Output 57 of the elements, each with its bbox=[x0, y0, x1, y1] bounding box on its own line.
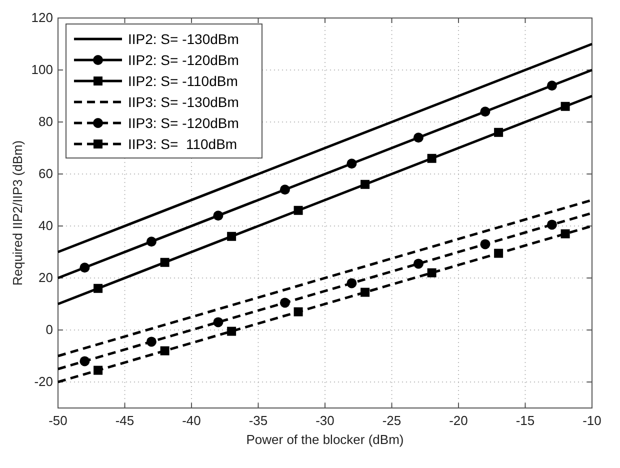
y-tick-label: 40 bbox=[38, 218, 53, 233]
x-tick-label: -20 bbox=[449, 413, 468, 428]
point bbox=[160, 346, 170, 356]
legend-label: IIP3: S= 110dBm bbox=[128, 136, 238, 152]
y-tick-label: 0 bbox=[46, 322, 53, 337]
point bbox=[360, 288, 370, 297]
point bbox=[146, 336, 156, 347]
point bbox=[427, 268, 436, 278]
point bbox=[146, 236, 156, 247]
point bbox=[227, 232, 236, 241]
point bbox=[413, 258, 424, 269]
point bbox=[80, 356, 90, 366]
y-tick-label: 80 bbox=[38, 114, 53, 129]
y-tick-label: -20 bbox=[34, 374, 53, 389]
y-tick-label: 100 bbox=[31, 62, 53, 77]
legend-label: IIP2: S= -130dBm bbox=[128, 31, 239, 47]
legend-label: IIP3: S= -130dBm bbox=[128, 94, 239, 110]
x-tick-label: -25 bbox=[382, 413, 402, 428]
point bbox=[160, 258, 170, 267]
x-tick-label: -45 bbox=[115, 413, 134, 428]
point bbox=[560, 102, 570, 111]
y-tick-label: 20 bbox=[38, 270, 53, 285]
point bbox=[480, 106, 490, 117]
x-tick-label: -30 bbox=[316, 413, 334, 428]
point bbox=[94, 284, 103, 293]
point bbox=[413, 132, 424, 143]
point bbox=[546, 220, 557, 230]
point bbox=[480, 239, 490, 250]
x-tick-label: -50 bbox=[48, 413, 68, 428]
x-axis-title: Power of the blocker (dBm) bbox=[246, 432, 404, 447]
point bbox=[560, 229, 570, 238]
point bbox=[94, 366, 103, 375]
point bbox=[346, 158, 357, 169]
x-tick-label: -15 bbox=[516, 413, 535, 428]
legend-label: IIP3: S= -120dBm bbox=[128, 115, 239, 131]
point bbox=[494, 128, 504, 137]
point bbox=[227, 326, 236, 336]
legend-label: IIP2: S= -120dBm bbox=[128, 52, 239, 68]
point bbox=[213, 210, 224, 221]
legend-label: IIP2: S= -110dBm bbox=[128, 73, 238, 89]
point bbox=[360, 180, 370, 189]
y-tick-label: 60 bbox=[38, 166, 53, 181]
point bbox=[494, 248, 504, 258]
y-tick-label: 120 bbox=[31, 10, 53, 25]
point bbox=[280, 298, 290, 308]
point bbox=[213, 317, 224, 328]
x-tick-label: -35 bbox=[248, 413, 268, 428]
point bbox=[546, 80, 557, 91]
point bbox=[427, 154, 436, 163]
x-tick-label: -10 bbox=[582, 413, 602, 428]
point bbox=[80, 262, 90, 273]
point bbox=[294, 307, 303, 316]
x-tick-label: -40 bbox=[182, 413, 201, 428]
point bbox=[280, 184, 290, 195]
point bbox=[294, 206, 303, 215]
y-axis-title: Required IIP2/IIP3 (dBm) bbox=[10, 140, 25, 286]
point bbox=[346, 278, 357, 288]
